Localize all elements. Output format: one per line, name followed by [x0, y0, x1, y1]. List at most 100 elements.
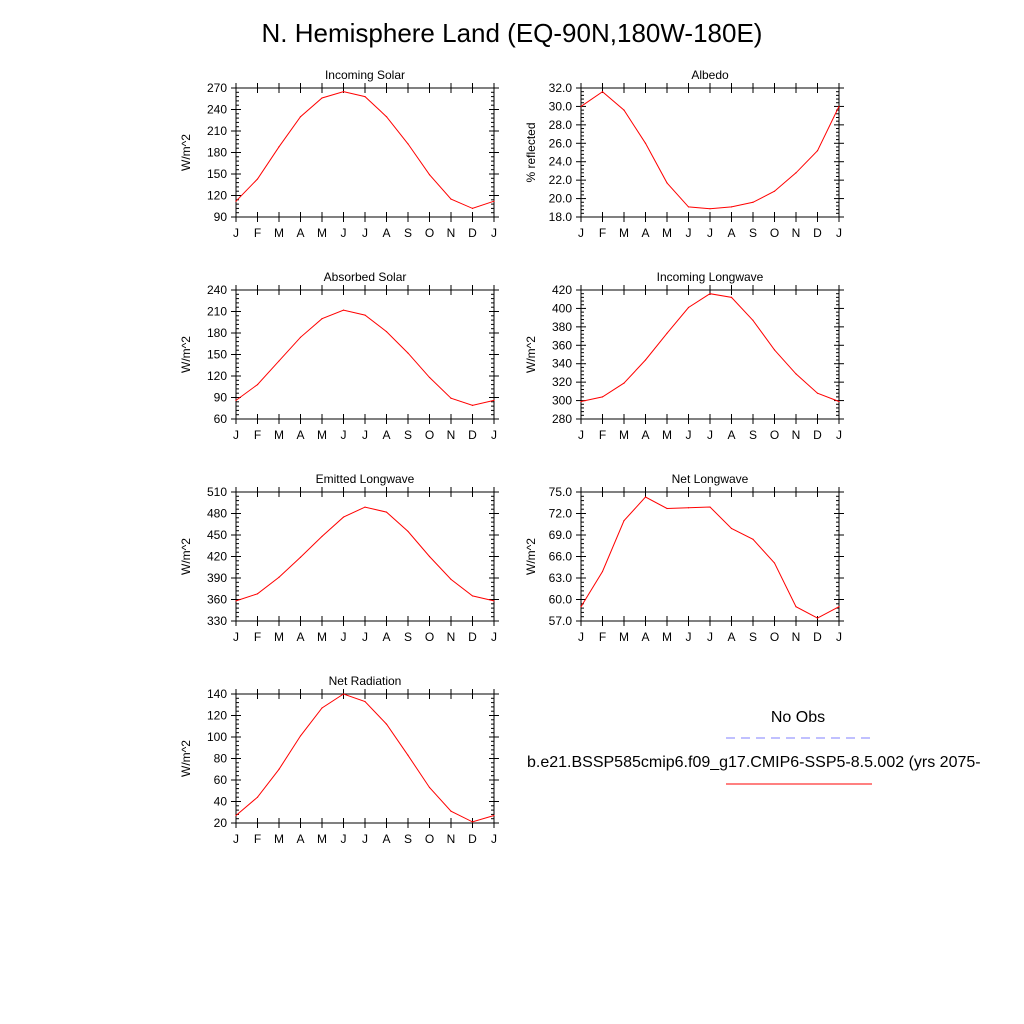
y-tick-label: 320 — [552, 375, 572, 389]
data-point — [385, 511, 388, 513]
x-tick-label: M — [274, 630, 284, 644]
x-tick-label: A — [382, 630, 390, 644]
x-tick-label: A — [727, 630, 735, 644]
data-point — [428, 174, 431, 176]
x-tick-label: A — [296, 226, 304, 240]
series-line — [580, 496, 840, 619]
x-tick-label: M — [274, 428, 284, 442]
y-tick-label: 240 — [207, 283, 227, 297]
y-tick-label: 57.0 — [549, 614, 573, 628]
x-tick-label: N — [447, 428, 456, 442]
data-point — [730, 296, 733, 298]
x-tick-label: D — [468, 226, 477, 240]
data-point — [235, 399, 237, 401]
x-tick-label: J — [836, 630, 842, 644]
data-point — [278, 146, 280, 148]
data-point — [816, 150, 819, 152]
y-tick-label: 80 — [214, 752, 228, 766]
x-tick-label: M — [619, 630, 629, 644]
data-point — [342, 309, 345, 311]
data-point — [278, 360, 280, 362]
data-point — [644, 359, 647, 361]
data-point — [364, 96, 366, 98]
y-tick-label: 400 — [552, 301, 572, 315]
data-point — [730, 206, 733, 208]
data-point — [471, 595, 474, 597]
data-point — [816, 392, 819, 394]
x-tick-label: J — [362, 226, 368, 240]
y-axis-label: W/m^2 — [179, 740, 193, 777]
x-tick-label: J — [233, 226, 239, 240]
data-point — [278, 768, 280, 770]
x-tick-label: O — [770, 428, 779, 442]
y-axis-label: W/m^2 — [179, 538, 193, 575]
data-point — [493, 200, 495, 202]
data-point — [385, 116, 388, 118]
x-tick-label: S — [404, 226, 412, 240]
x-tick-label: J — [491, 630, 497, 644]
y-tick-label: 24.0 — [549, 155, 573, 169]
data-point — [773, 562, 776, 564]
data-point — [299, 336, 302, 338]
y-tick-label: 280 — [552, 412, 572, 426]
x-tick-label: J — [341, 630, 347, 644]
data-point — [235, 200, 237, 202]
x-tick-label: J — [362, 832, 368, 846]
legend: No Obs b.e21.BSSP585cmip6.f09_g17.CMIP6-… — [527, 709, 981, 785]
series-line — [235, 506, 495, 602]
x-tick-label: D — [813, 226, 822, 240]
legend-model-label: b.e21.BSSP585cmip6.f09_g17.CMIP6-SSP5-8.… — [527, 754, 981, 771]
x-tick-label: J — [491, 226, 497, 240]
data-point — [321, 318, 323, 320]
data-point — [450, 198, 452, 200]
x-tick-label: D — [468, 630, 477, 644]
panel-3: Incoming Longwave W/m^2 280 300 320 340 360 380… — [524, 270, 844, 442]
y-tick-label: 300 — [552, 394, 572, 408]
y-tick-label: 63.0 — [549, 571, 573, 585]
data-point — [299, 116, 302, 118]
x-tick-label: J — [578, 226, 584, 240]
y-tick-label: 450 — [207, 528, 227, 542]
x-tick-label: F — [254, 832, 261, 846]
data-point — [838, 105, 840, 108]
y-tick-label: 180 — [207, 146, 227, 160]
data-point — [385, 330, 388, 333]
x-tick-label: S — [404, 428, 412, 442]
data-point — [256, 593, 259, 595]
data-point — [666, 507, 668, 510]
y-tick-label: 420 — [552, 283, 572, 297]
data-point — [407, 143, 409, 145]
x-tick-label: M — [662, 226, 672, 240]
x-tick-label: N — [447, 226, 456, 240]
y-tick-label: 360 — [552, 338, 572, 352]
y-tick-label: 75.0 — [549, 485, 573, 499]
x-tick-label: M — [317, 630, 327, 644]
data-point — [493, 600, 495, 602]
data-point — [687, 507, 690, 509]
y-tick-label: 90 — [214, 210, 228, 224]
series-line — [235, 309, 495, 406]
x-tick-label: J — [491, 832, 497, 846]
panel-title: Incoming Longwave — [657, 270, 764, 284]
x-tick-label: A — [296, 832, 304, 846]
data-point — [709, 506, 711, 508]
x-tick-label: J — [578, 630, 584, 644]
y-tick-label: 510 — [207, 485, 227, 499]
panel-title: Emitted Longwave — [316, 472, 415, 486]
x-tick-label: O — [770, 630, 779, 644]
y-tick-label: 390 — [207, 571, 227, 585]
x-tick-label: S — [749, 630, 757, 644]
data-point — [407, 754, 409, 756]
plot-frame — [580, 289, 840, 420]
data-point — [471, 404, 474, 406]
series-line — [235, 91, 495, 209]
y-tick-label: 210 — [207, 305, 227, 319]
data-point — [407, 530, 409, 533]
plot-frame — [235, 693, 495, 824]
data-point — [601, 91, 604, 93]
x-tick-label: F — [599, 630, 606, 644]
x-tick-label: D — [813, 630, 822, 644]
x-tick-label: F — [254, 428, 261, 442]
data-point — [256, 384, 259, 386]
data-point — [321, 97, 323, 99]
